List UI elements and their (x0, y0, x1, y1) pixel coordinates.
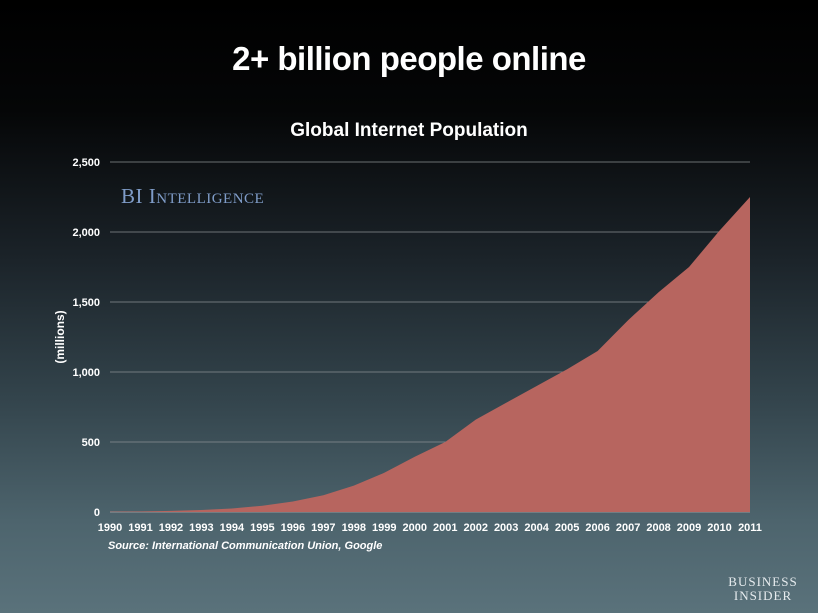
x-tick-label: 1990 (98, 522, 122, 534)
x-tick-label: 2001 (433, 522, 457, 534)
y-tick-label: 2,000 (72, 227, 100, 239)
x-tick-label: 1992 (159, 522, 183, 534)
x-axis-ticks: 1990 1991 1992 1993 1994 1995 1996 1997 1998 1999… (98, 522, 762, 534)
slide-title: 2+ billion people online (232, 40, 586, 77)
x-tick-label: 2009 (677, 522, 701, 534)
x-tick-label: 2007 (616, 522, 640, 534)
y-axis-label: (millions) (53, 310, 67, 363)
x-tick-label: 2005 (555, 522, 579, 534)
x-tick-label: 1997 (311, 522, 335, 534)
bi-intelligence-watermark: BI Intelligence (121, 184, 265, 208)
x-tick-label: 2010 (707, 522, 731, 534)
y-tick-label: 2,500 (72, 157, 100, 169)
x-tick-label: 2002 (463, 522, 487, 534)
x-tick-label: 1998 (342, 522, 366, 534)
x-tick-label: 2008 (646, 522, 670, 534)
x-tick-label: 2003 (494, 522, 518, 534)
x-tick-label: 1991 (128, 522, 152, 534)
x-tick-label: 2006 (585, 522, 609, 534)
x-tick-label: 2000 (403, 522, 427, 534)
y-axis-ticks: 0 500 1,000 1,500 2,000 2,500 (72, 157, 100, 519)
x-tick-label: 1999 (372, 522, 396, 534)
source-note: Source: International Communication Unio… (108, 540, 383, 552)
logo-line-2: INSIDER (733, 588, 793, 603)
series-layer (110, 197, 750, 512)
y-tick-label: 500 (82, 437, 100, 449)
x-tick-label: 1993 (189, 522, 213, 534)
x-tick-label: 2011 (738, 522, 762, 534)
series-area (110, 197, 750, 512)
chart-title: Global Internet Population (290, 120, 528, 141)
y-tick-label: 1,500 (72, 297, 100, 309)
business-insider-logo: BUSINESS INSIDER (728, 575, 798, 603)
y-tick-label: 1,000 (72, 367, 100, 379)
x-tick-label: 2004 (524, 522, 549, 534)
x-tick-label: 1996 (281, 522, 305, 534)
x-tick-label: 1995 (250, 522, 274, 534)
x-tick-label: 1994 (220, 522, 245, 534)
y-tick-label: 0 (94, 507, 100, 519)
logo-line-1: BUSINESS (728, 574, 798, 589)
